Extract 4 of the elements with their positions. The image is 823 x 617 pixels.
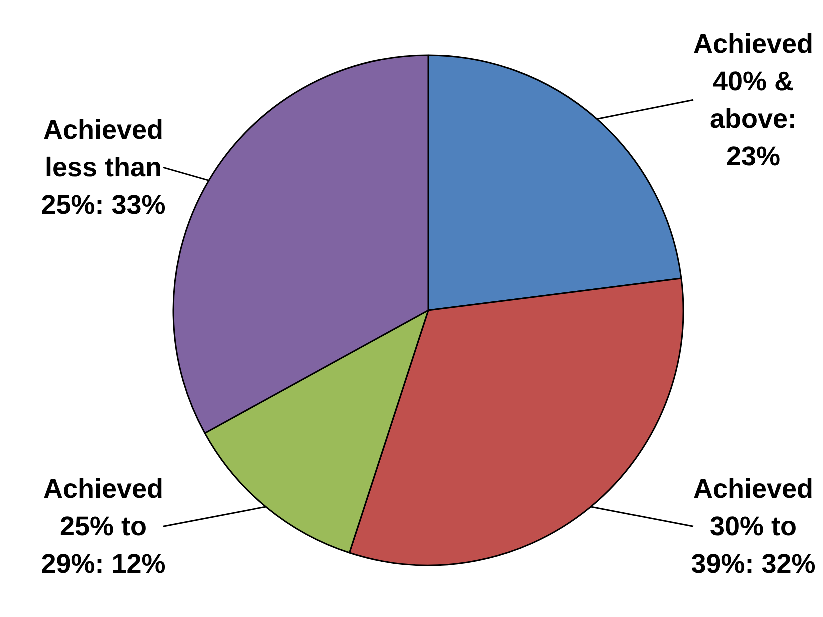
slice-label: Achieved less than 25%: 33% (41, 115, 166, 220)
slice-label: Achieved 40% & above: 23% (693, 28, 814, 172)
slice-label: Achieved 30% to 39%: 32% (691, 474, 816, 580)
slice-label: Achieved 25% to 29%: 12% (41, 474, 166, 580)
